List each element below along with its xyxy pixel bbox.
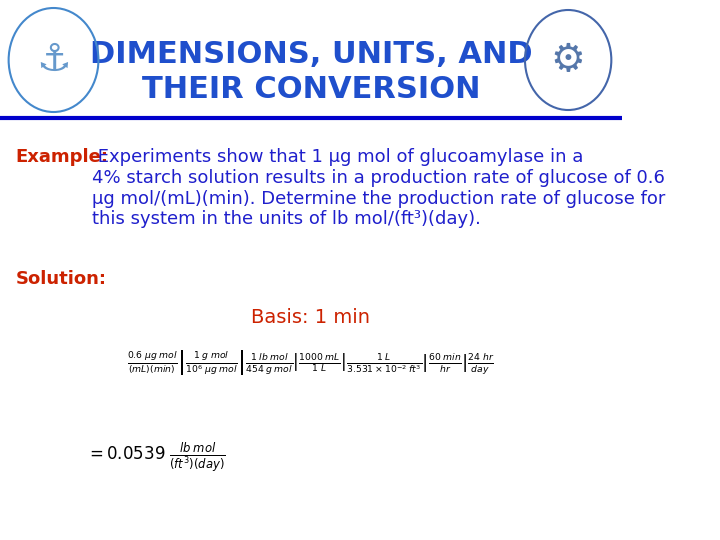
Text: ⚓: ⚓ <box>36 41 71 79</box>
Text: Solution:: Solution: <box>16 270 107 288</box>
Text: $\frac{0.6\;\mu g\;mol}{(mL)(min)}\left|\frac{1\;g\;mol}{10^6\;\mu g\;mol}\right: $\frac{0.6\;\mu g\;mol}{(mL)(min)}\left|… <box>127 348 495 377</box>
Text: Experiments show that 1 μg mol of glucoamylase in a
4% starch solution results i: Experiments show that 1 μg mol of glucoa… <box>92 148 666 228</box>
Text: Example:: Example: <box>16 148 109 166</box>
FancyBboxPatch shape <box>0 118 621 540</box>
FancyBboxPatch shape <box>0 0 621 120</box>
Text: DIMENSIONS, UNITS, AND: DIMENSIONS, UNITS, AND <box>89 40 532 69</box>
Text: ⚙: ⚙ <box>551 41 585 79</box>
Text: $= 0.0539\;\frac{lb\;mol}{(ft^3)(day)}$: $= 0.0539\;\frac{lb\;mol}{(ft^3)(day)}$ <box>86 440 226 474</box>
Text: THEIR CONVERSION: THEIR CONVERSION <box>142 75 480 104</box>
Text: Basis: 1 min: Basis: 1 min <box>251 308 370 327</box>
